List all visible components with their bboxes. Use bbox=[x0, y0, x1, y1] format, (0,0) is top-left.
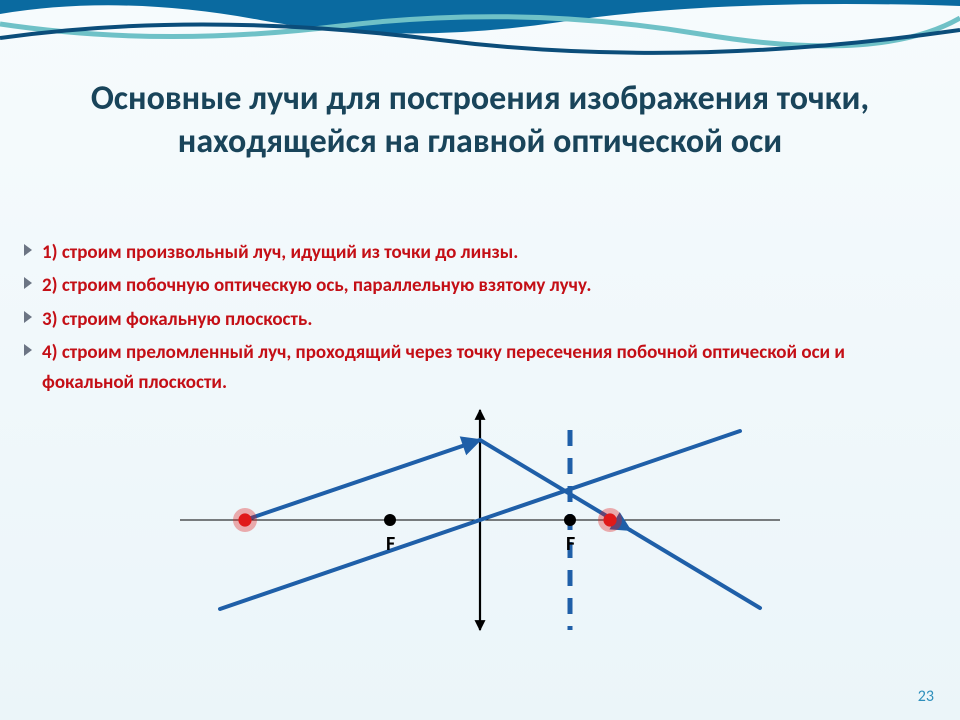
bullet-icon bbox=[24, 344, 32, 356]
bullet-text: 2) строим побочную оптическую ось, парал… bbox=[42, 274, 591, 297]
bullet-text: 3) строим фокальную плоскость. bbox=[42, 308, 312, 331]
bullet-icon bbox=[24, 244, 32, 256]
bullet-item: 1) строим произвольный луч, идущий из то… bbox=[20, 238, 940, 267]
bullet-icon bbox=[24, 277, 32, 289]
optics-diagram: FF bbox=[170, 380, 790, 660]
svg-text:F: F bbox=[386, 532, 395, 556]
bullet-item: 3) строим фокальную плоскость. bbox=[20, 305, 940, 334]
wave-decoration bbox=[0, 0, 960, 80]
bullet-list: 1) строим произвольный луч, идущий из то… bbox=[20, 238, 940, 401]
page-number: 23 bbox=[918, 687, 934, 706]
bullet-item: 2) строим побочную оптическую ось, парал… bbox=[20, 271, 940, 300]
slide-title: Основные лучи для построения изображения… bbox=[0, 78, 960, 163]
bullet-icon bbox=[24, 311, 32, 323]
bullet-text: 1) строим произвольный луч, идущий из то… bbox=[42, 241, 518, 264]
svg-text:F: F bbox=[566, 532, 575, 556]
slide: Основные лучи для построения изображения… bbox=[0, 0, 960, 720]
